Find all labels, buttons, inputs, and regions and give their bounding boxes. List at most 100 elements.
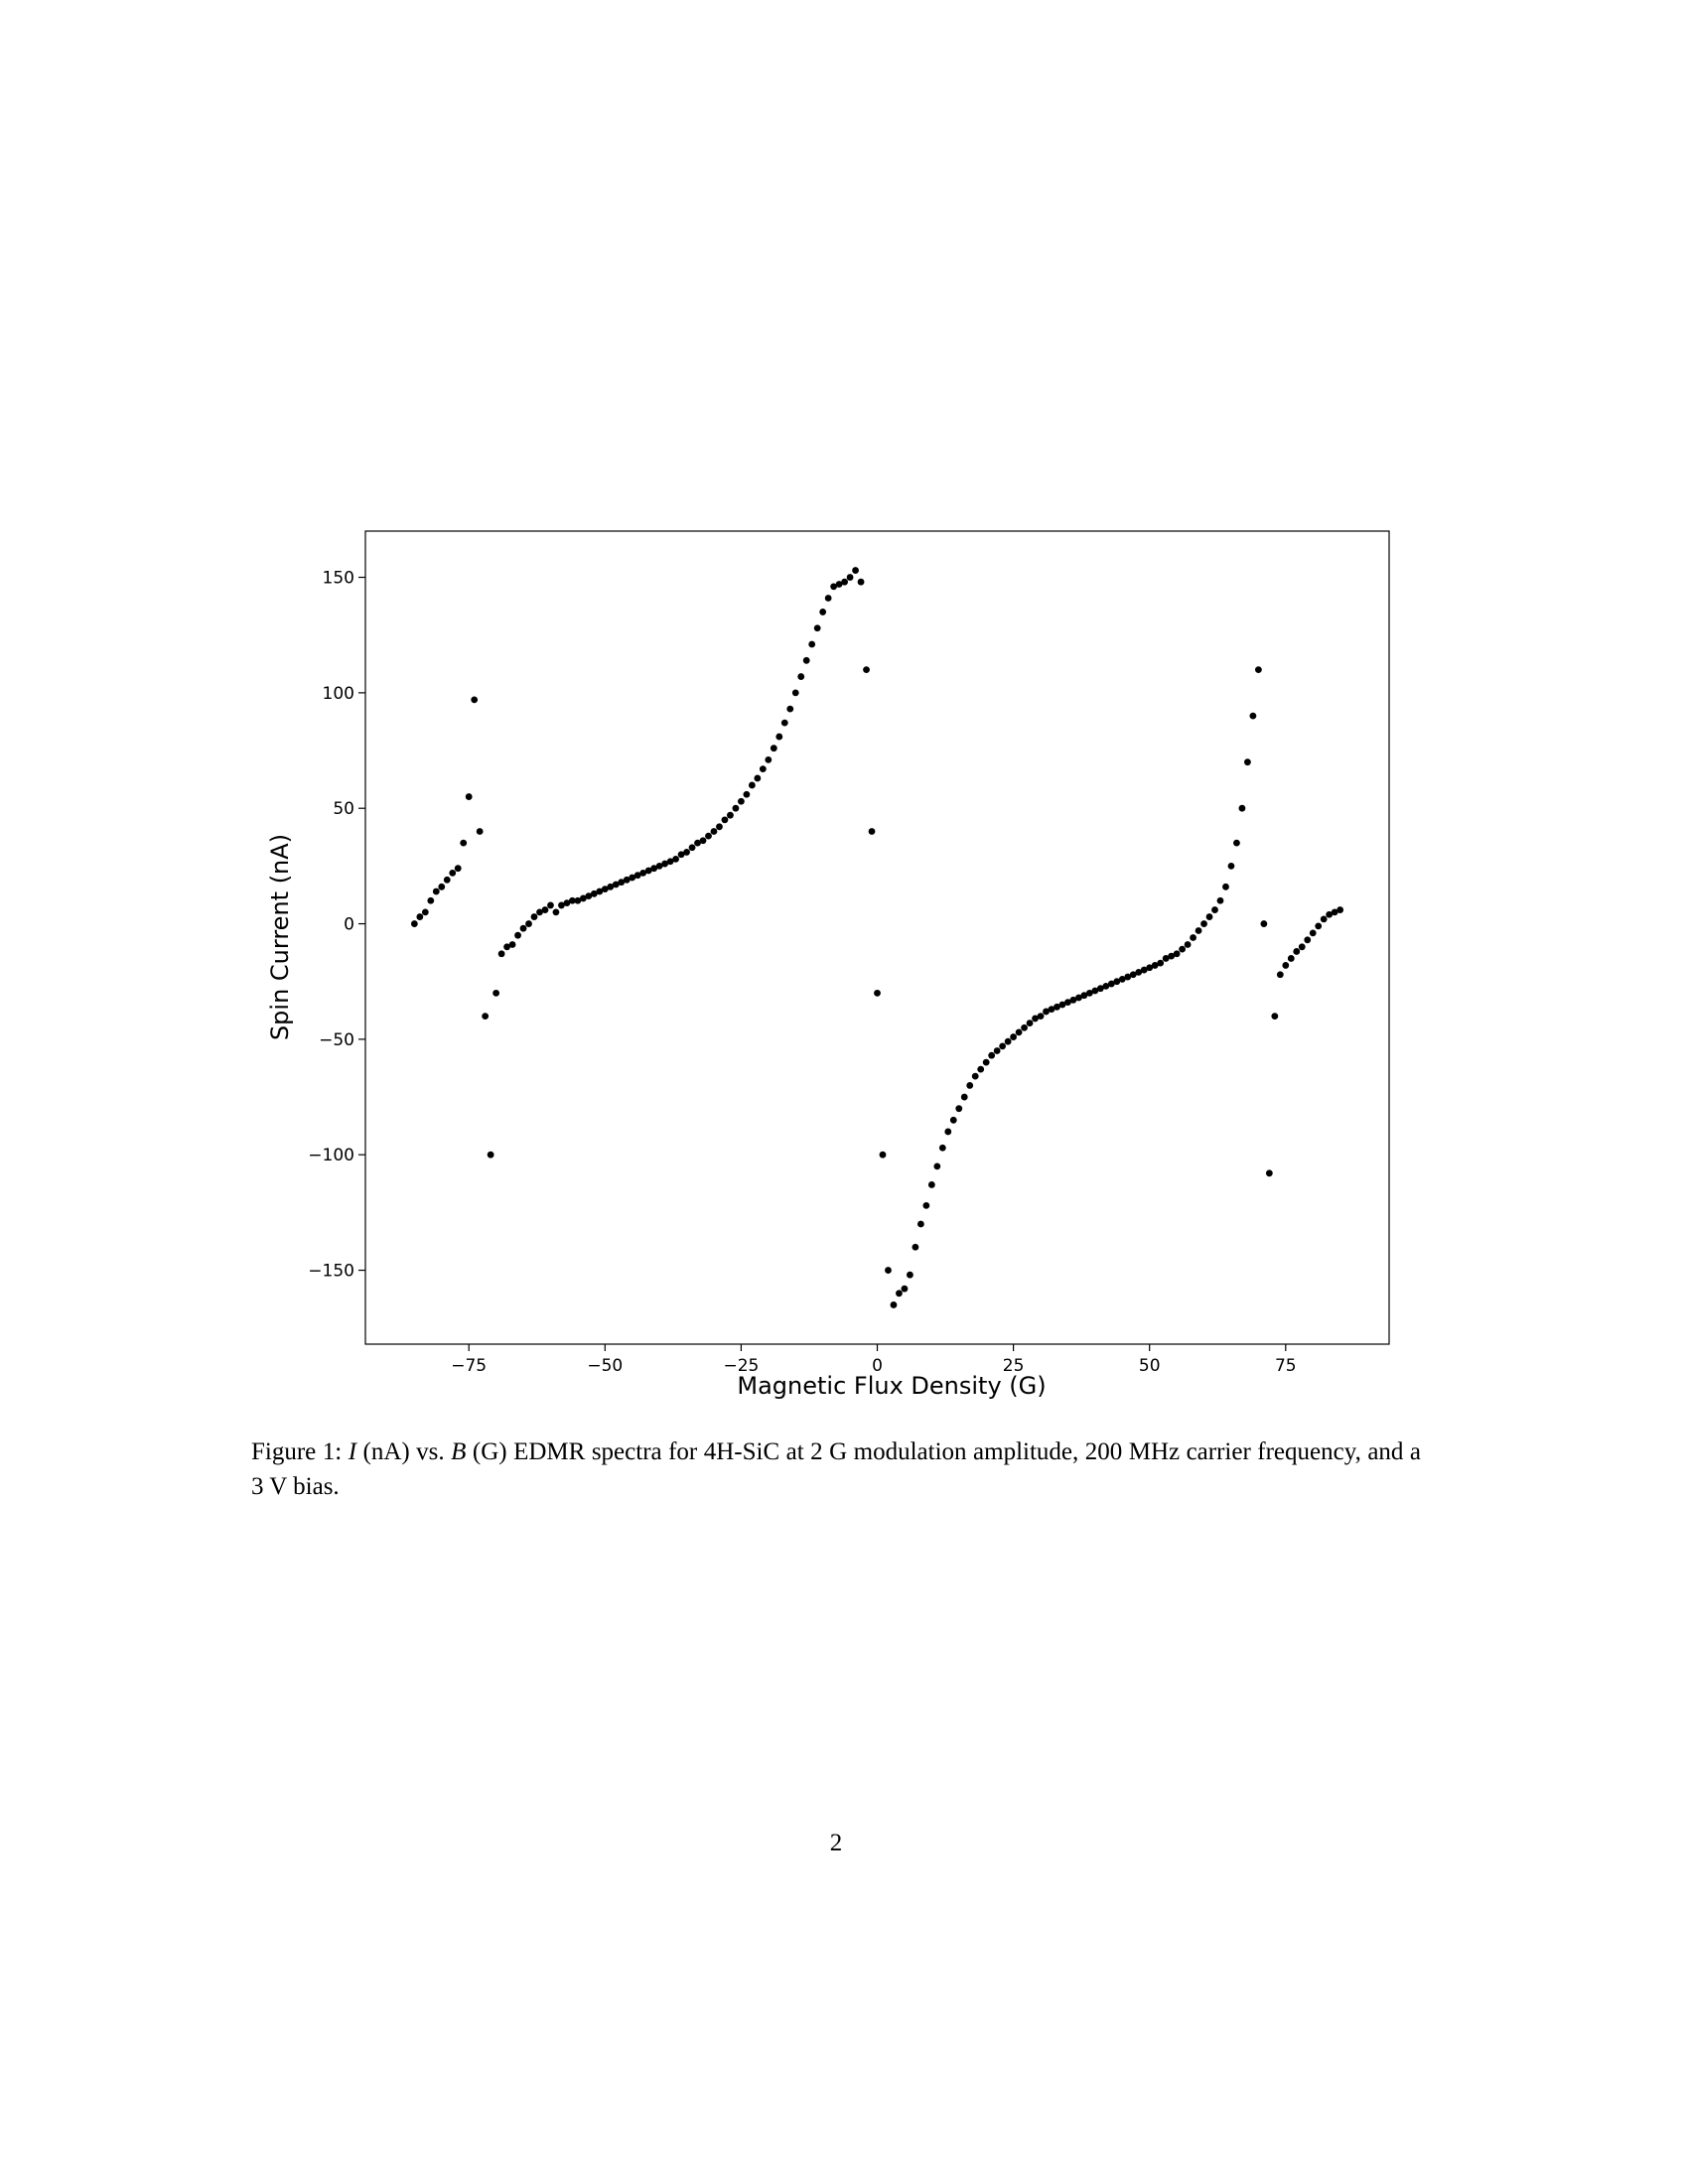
data-point: [1113, 978, 1121, 986]
data-point: [596, 887, 604, 895]
data-point: [558, 901, 565, 909]
data-point: [916, 1220, 924, 1228]
data-point: [835, 581, 843, 588]
data-point: [1271, 1013, 1279, 1021]
data-point: [841, 578, 848, 586]
x-tick-label: 25: [1003, 1356, 1025, 1376]
data-point: [1168, 952, 1176, 960]
caption-symbol: I: [348, 1438, 357, 1465]
data-point: [1282, 962, 1290, 969]
data-point: [629, 874, 636, 882]
y-tick-label: 0: [344, 915, 354, 935]
data-point: [912, 1243, 919, 1251]
data-point: [922, 1201, 930, 1209]
data-point: [1315, 922, 1323, 930]
data-point: [688, 844, 696, 852]
data-point: [683, 849, 690, 856]
data-point: [443, 876, 451, 884]
data-point: [1184, 941, 1192, 948]
x-tick-label: 50: [1139, 1356, 1161, 1376]
data-point: [1080, 992, 1088, 1000]
data-point: [1200, 920, 1207, 927]
data-point: [852, 567, 859, 574]
data-point: [721, 816, 729, 824]
data-point: [421, 908, 429, 916]
data-point: [552, 908, 560, 916]
y-tick-label: −150: [308, 1262, 354, 1282]
data-point: [536, 908, 543, 916]
data-point: [432, 887, 440, 895]
data-point: [650, 865, 658, 873]
caption-text: (G) EDMR spectra for 4H-SiC at 2 G modul…: [251, 1438, 1422, 1500]
data-point: [1227, 862, 1235, 870]
data-point: [492, 989, 500, 997]
data-point: [1118, 975, 1126, 983]
y-tick-label: −100: [308, 1146, 354, 1165]
data-point: [982, 1058, 990, 1066]
data-point: [1032, 1015, 1039, 1023]
y-tick-label: 150: [323, 569, 354, 589]
data-point: [770, 745, 777, 752]
data-point: [830, 583, 838, 591]
data-point: [896, 1290, 903, 1297]
data-point: [857, 578, 865, 586]
x-axis-label: Magnetic Flux Density (G): [737, 1372, 1046, 1400]
data-point: [1190, 934, 1196, 941]
data-point: [1015, 1028, 1023, 1036]
data-point: [449, 869, 457, 877]
data-point: [503, 943, 510, 951]
data-point: [949, 1116, 957, 1124]
data-point: [1233, 839, 1240, 847]
data-point: [1085, 989, 1093, 997]
x-tick-label: 0: [872, 1356, 883, 1376]
data-point: [1195, 927, 1202, 934]
data-point: [1026, 1020, 1034, 1026]
data-point: [1075, 994, 1082, 1002]
data-point: [601, 886, 609, 893]
data-point: [765, 755, 773, 763]
data-point: [612, 881, 620, 888]
data-point: [813, 624, 821, 632]
data-point: [971, 1072, 979, 1080]
data-point: [1091, 987, 1099, 995]
data-point: [966, 1082, 974, 1089]
data-point: [863, 666, 870, 674]
data-point: [514, 931, 521, 939]
data-point: [1249, 712, 1257, 720]
data-point: [759, 765, 767, 773]
data-point: [786, 705, 794, 713]
data-point: [1124, 973, 1132, 981]
data-point: [530, 913, 538, 920]
data-point: [623, 876, 631, 884]
data-point: [1260, 920, 1268, 927]
data-point: [890, 1301, 898, 1308]
data-point: [644, 867, 652, 875]
data-point: [1054, 1003, 1060, 1011]
data-point: [525, 920, 532, 927]
data-point: [808, 640, 816, 648]
data-point: [732, 804, 740, 812]
data-point: [1205, 913, 1213, 920]
data-point: [655, 862, 663, 870]
data-point: [465, 793, 473, 800]
data-point: [661, 860, 669, 868]
data-point: [427, 896, 435, 904]
data-point: [955, 1105, 963, 1113]
caption-symbol: B: [451, 1438, 467, 1465]
data-point: [874, 989, 881, 997]
data-point: [1004, 1037, 1012, 1045]
data-point: [508, 941, 516, 948]
data-point: [1254, 666, 1262, 674]
data-point: [938, 1144, 946, 1152]
data-point: [563, 899, 571, 906]
data-point: [1058, 1001, 1066, 1009]
data-point: [988, 1051, 996, 1059]
data-point: [819, 609, 827, 615]
data-point: [705, 832, 712, 840]
data-point: [1222, 883, 1229, 890]
data-point: [1102, 982, 1110, 990]
data-point: [1244, 758, 1251, 766]
data-point: [1336, 906, 1344, 913]
data-point: [999, 1042, 1007, 1050]
